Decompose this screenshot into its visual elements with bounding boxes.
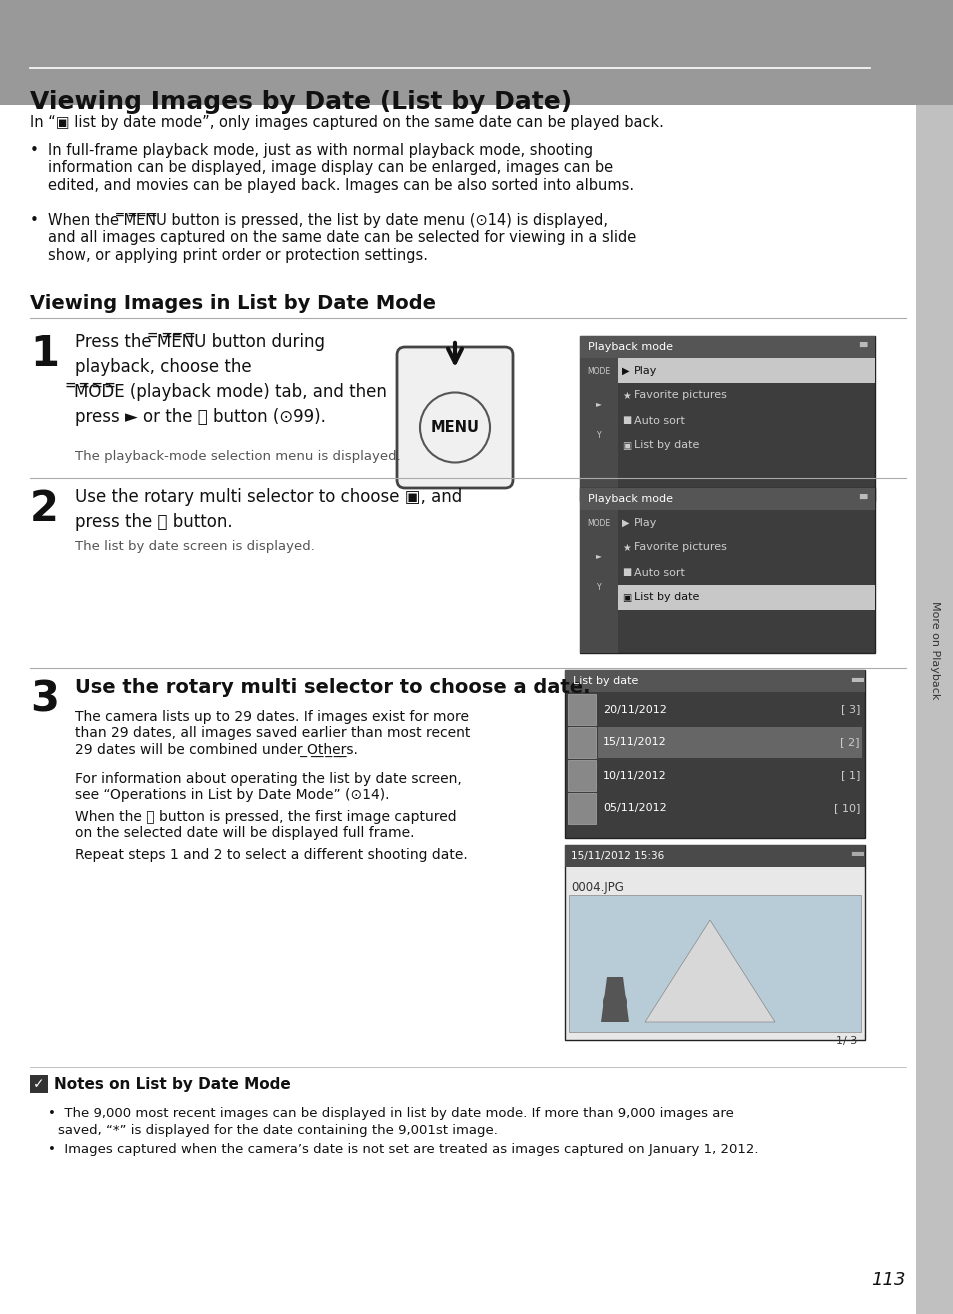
Text: [ 2]: [ 2] <box>840 737 859 748</box>
Bar <box>579 336 874 357</box>
Text: ■: ■ <box>621 415 631 426</box>
FancyBboxPatch shape <box>30 1075 48 1093</box>
Text: ■: ■ <box>621 568 631 577</box>
Text: 0004.JPG: 0004.JPG <box>571 880 623 894</box>
Text: Viewing Images in List by Date Mode: Viewing Images in List by Date Mode <box>30 294 436 313</box>
Bar <box>567 727 596 758</box>
Text: 15/11/2012 15:36: 15/11/2012 15:36 <box>571 851 663 861</box>
Text: List by date: List by date <box>573 675 638 686</box>
Text: saved, “*” is displayed for the date containing the 9,001st image.: saved, “*” is displayed for the date con… <box>58 1123 497 1137</box>
Text: Favorite pictures: Favorite pictures <box>634 390 726 401</box>
Text: The camera lists up to 29 dates. If images exist for more
than 29 dates, all ima: The camera lists up to 29 dates. If imag… <box>75 710 470 757</box>
Text: ►: ► <box>596 552 601 561</box>
Text: ★: ★ <box>621 543 630 552</box>
Bar <box>564 845 864 1039</box>
Text: Play: Play <box>634 365 657 376</box>
Text: •  Images captured when the camera’s date is not set are treated as images captu: • Images captured when the camera’s date… <box>48 1143 758 1156</box>
Text: 1/ 3: 1/ 3 <box>835 1035 856 1046</box>
Text: MODE: MODE <box>587 367 610 376</box>
Bar <box>564 845 864 867</box>
Text: Y: Y <box>596 431 600 440</box>
Text: When the Ⓢ button is pressed, the first image captured
on the selected date will: When the Ⓢ button is pressed, the first … <box>75 809 456 840</box>
Text: More on Playback: More on Playback <box>929 600 939 699</box>
Bar <box>567 759 596 791</box>
Bar <box>568 895 861 1031</box>
Bar <box>579 487 874 510</box>
Text: Y: Y <box>596 583 600 593</box>
Text: ▀: ▀ <box>859 342 866 352</box>
Text: [ 10]: [ 10] <box>833 803 859 813</box>
Bar <box>579 487 874 653</box>
Text: 2: 2 <box>30 487 59 530</box>
Text: ▣: ▣ <box>621 440 631 451</box>
Text: •: • <box>30 213 39 229</box>
Text: ▶: ▶ <box>621 518 629 527</box>
Text: 15/11/2012: 15/11/2012 <box>602 737 666 748</box>
Text: [ 1]: [ 1] <box>840 770 859 781</box>
Text: For information about operating the list by date screen,
see “Operations in List: For information about operating the list… <box>75 773 461 803</box>
Bar <box>579 336 874 501</box>
Text: ▀: ▀ <box>859 494 866 505</box>
Text: Auto sort: Auto sort <box>634 568 684 577</box>
Text: Press the ̿M̿E̿N̿U button during
playback, choose the
̿M̿O̿D̿E (playback mode) t: Press the ̿M̿E̿N̿U button during playbac… <box>75 332 388 426</box>
Text: Use the rotary multi selector to choose ▣, and
press the Ⓢ button.: Use the rotary multi selector to choose … <box>75 487 462 531</box>
Text: ▣: ▣ <box>621 593 631 603</box>
Text: 3: 3 <box>30 678 59 720</box>
Text: ►: ► <box>596 399 601 409</box>
Text: 10/11/2012: 10/11/2012 <box>602 770 666 781</box>
Polygon shape <box>644 920 774 1022</box>
Bar <box>567 694 596 725</box>
Text: The list by date screen is displayed.: The list by date screen is displayed. <box>75 540 314 553</box>
Bar <box>915 105 953 1314</box>
Circle shape <box>602 989 626 1014</box>
Text: Favorite pictures: Favorite pictures <box>634 543 726 552</box>
Text: When the ̿M̿E̿N̿U button is pressed, the list by date menu (⊙14) is displayed,
a: When the ̿M̿E̿N̿U button is pressed, the… <box>48 213 636 263</box>
Bar <box>0 0 953 105</box>
Text: MENU: MENU <box>430 420 479 435</box>
Text: Auto sort: Auto sort <box>634 415 684 426</box>
Circle shape <box>419 393 490 463</box>
Text: ▀▀: ▀▀ <box>850 677 863 686</box>
Text: [ 3]: [ 3] <box>840 704 859 715</box>
Text: 113: 113 <box>871 1271 905 1289</box>
Text: Repeat steps 1 and 2 to select a different shooting date.: Repeat steps 1 and 2 to select a differe… <box>75 848 467 862</box>
FancyBboxPatch shape <box>396 347 513 487</box>
Text: ▶: ▶ <box>621 365 629 376</box>
Bar <box>564 670 864 692</box>
Text: ✓: ✓ <box>33 1077 45 1091</box>
Bar <box>618 357 874 382</box>
Polygon shape <box>600 978 628 1022</box>
Bar <box>618 585 874 610</box>
Text: 20/11/2012: 20/11/2012 <box>602 704 666 715</box>
Text: MODE: MODE <box>587 519 610 527</box>
Text: ▀▀: ▀▀ <box>850 851 863 861</box>
Text: Notes on List by Date Mode: Notes on List by Date Mode <box>54 1076 291 1092</box>
Text: Playback mode: Playback mode <box>587 494 672 505</box>
Text: •  The 9,000 most recent images can be displayed in list by date mode. If more t: • The 9,000 most recent images can be di… <box>48 1106 733 1120</box>
Text: In full-frame playback mode, just as with normal playback mode, shooting
informa: In full-frame playback mode, just as wit… <box>48 143 634 193</box>
Text: The playback-mode selection menu is displayed.: The playback-mode selection menu is disp… <box>75 449 400 463</box>
Bar <box>567 794 596 824</box>
Text: Playback mode: Playback mode <box>587 342 672 352</box>
Text: 05/11/2012: 05/11/2012 <box>602 803 666 813</box>
Text: Play: Play <box>634 518 657 527</box>
Bar <box>598 727 862 758</box>
Bar <box>579 357 618 501</box>
Text: In “▣ list by date mode”, only images captured on the same date can be played ba: In “▣ list by date mode”, only images ca… <box>30 116 663 130</box>
Text: List by date: List by date <box>634 440 699 451</box>
Text: Viewing Images by Date (List by Date): Viewing Images by Date (List by Date) <box>30 89 572 114</box>
Bar <box>564 670 864 838</box>
Text: 1: 1 <box>30 332 59 374</box>
Text: List by date: List by date <box>634 593 699 603</box>
Text: ★: ★ <box>621 390 630 401</box>
Bar <box>579 510 618 653</box>
Text: •: • <box>30 143 39 158</box>
Text: Use the rotary multi selector to choose a date.: Use the rotary multi selector to choose … <box>75 678 590 696</box>
